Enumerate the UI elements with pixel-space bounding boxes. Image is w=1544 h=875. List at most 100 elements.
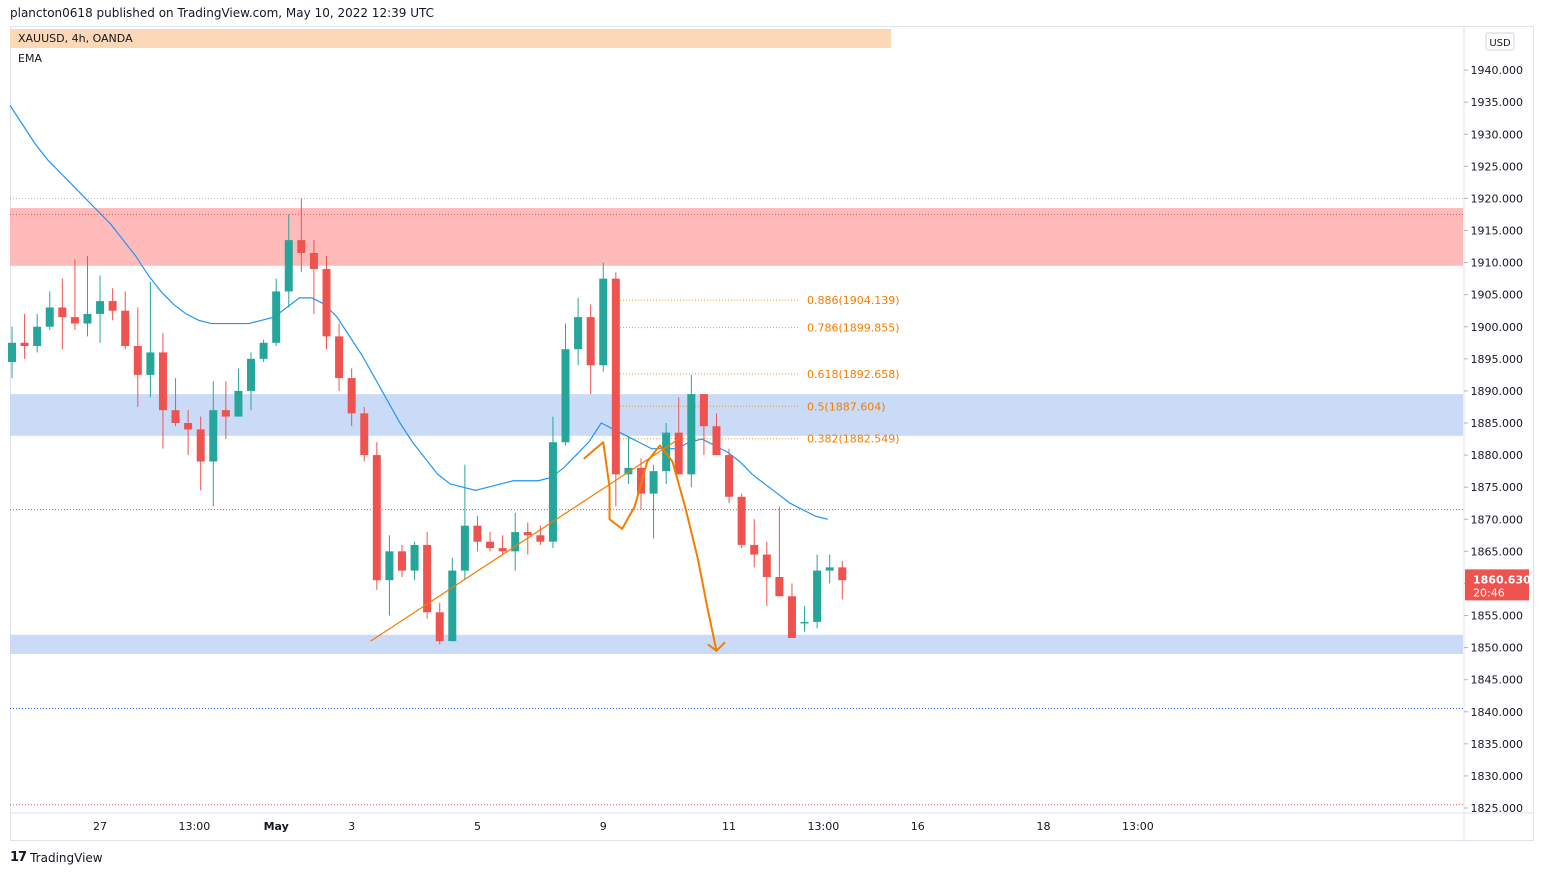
tradingview-logo-icon: 17 bbox=[10, 850, 27, 865]
candle bbox=[209, 381, 218, 507]
candle-body bbox=[33, 326, 42, 346]
candle-body bbox=[775, 577, 784, 597]
candle-body bbox=[335, 336, 344, 379]
candle-body bbox=[674, 432, 683, 475]
candle-body bbox=[372, 455, 381, 581]
candle-body bbox=[561, 349, 570, 443]
candle bbox=[687, 374, 696, 488]
zones-layer bbox=[10, 208, 1463, 654]
time-tick-label: May bbox=[264, 820, 289, 833]
candle-body bbox=[146, 352, 155, 375]
candle bbox=[360, 406, 369, 462]
candle bbox=[775, 506, 784, 597]
candle bbox=[838, 560, 847, 600]
candle-body bbox=[121, 310, 130, 346]
candle-body bbox=[322, 269, 331, 337]
price-axis: 1940.000 1935.000 1930.000 1925.000 1920.000… bbox=[1463, 27, 1531, 840]
candle bbox=[762, 541, 771, 606]
candle-body bbox=[397, 551, 406, 571]
candle bbox=[800, 605, 809, 632]
candle bbox=[750, 519, 759, 568]
candle-body bbox=[435, 612, 444, 642]
brand-label: TradingView bbox=[30, 850, 103, 865]
last-price-box bbox=[1465, 569, 1529, 601]
candle bbox=[96, 275, 105, 343]
candle bbox=[335, 323, 344, 391]
candle-body bbox=[221, 410, 230, 417]
levels-layer bbox=[10, 197, 1463, 806]
time-tick-label: 5 bbox=[474, 820, 481, 833]
candle-body bbox=[410, 544, 419, 571]
candle-body bbox=[272, 291, 281, 343]
candle-body bbox=[347, 378, 356, 414]
price-tick-label: 1865.000 bbox=[1471, 545, 1524, 558]
candle bbox=[498, 535, 507, 555]
price-tick-label: 1900.000 bbox=[1471, 321, 1524, 334]
candle bbox=[259, 339, 268, 363]
symbol-legend[interactable]: XAUUSD, 4h, OANDA bbox=[10, 29, 891, 48]
indicator-label[interactable]: EMA bbox=[18, 52, 42, 65]
candle-body bbox=[599, 278, 608, 366]
price-tick-label: 1825.000 bbox=[1471, 802, 1524, 815]
candle bbox=[674, 397, 683, 475]
fib-layer: 0.886(1904.139) 0.786(1899.855) 0.618(1892… bbox=[620, 294, 900, 446]
candle bbox=[247, 352, 256, 411]
time-tick-label: 3 bbox=[348, 820, 355, 833]
fib-label: 0.5(1887.604) bbox=[807, 400, 886, 413]
price-tick-label: 1935.000 bbox=[1471, 96, 1524, 109]
candle-body bbox=[184, 423, 193, 430]
candle-body bbox=[158, 352, 167, 411]
candle bbox=[284, 214, 293, 308]
candle bbox=[309, 240, 318, 314]
candle-body bbox=[498, 548, 507, 552]
candle-body bbox=[234, 390, 243, 417]
fib-label: 0.886(1904.139) bbox=[807, 294, 900, 307]
candle-body bbox=[750, 544, 759, 555]
time-tick-label: 11 bbox=[722, 820, 736, 833]
candle bbox=[184, 410, 193, 456]
candle-body bbox=[523, 532, 532, 536]
candle bbox=[146, 281, 155, 398]
price-tick-label: 1925.000 bbox=[1471, 160, 1524, 173]
candle bbox=[737, 493, 746, 549]
price-tick-label: 1940.000 bbox=[1471, 64, 1524, 77]
candle bbox=[322, 256, 331, 350]
candle-body bbox=[787, 596, 796, 638]
candle-body bbox=[259, 342, 268, 359]
candle-body bbox=[712, 426, 721, 456]
candle-body bbox=[800, 621, 809, 624]
time-tick-label: 13:00 bbox=[808, 820, 840, 833]
candle-body bbox=[360, 413, 369, 456]
candle bbox=[473, 516, 482, 552]
candle bbox=[725, 448, 734, 504]
candle bbox=[599, 262, 608, 372]
candle-body bbox=[762, 554, 771, 577]
time-tick-label: 9 bbox=[600, 820, 607, 833]
price-tick-label: 1835.000 bbox=[1471, 738, 1524, 751]
candle-body bbox=[284, 240, 293, 292]
candle-body bbox=[687, 394, 696, 475]
fib-label: 0.618(1892.658) bbox=[807, 368, 900, 381]
price-tick-label: 1850.000 bbox=[1471, 642, 1524, 655]
candle-body bbox=[649, 471, 658, 494]
candle bbox=[574, 297, 583, 366]
candle bbox=[511, 512, 520, 571]
candle-body bbox=[813, 570, 822, 622]
candle-body bbox=[838, 567, 847, 581]
candle-body bbox=[45, 307, 54, 327]
price-tick-label: 1845.000 bbox=[1471, 674, 1524, 687]
candle bbox=[435, 602, 444, 645]
candle-body bbox=[473, 525, 482, 542]
candle bbox=[196, 416, 205, 491]
candle-body bbox=[96, 301, 105, 314]
price-tick-label: 1915.000 bbox=[1471, 225, 1524, 238]
countdown-label: 20:46 bbox=[1473, 586, 1505, 599]
footer-brand[interactable]: 17 TradingView bbox=[10, 850, 103, 865]
candle bbox=[297, 198, 306, 273]
candle bbox=[45, 291, 54, 330]
candle bbox=[699, 394, 708, 456]
supply-zone bbox=[10, 208, 1463, 266]
currency-box bbox=[1485, 32, 1515, 51]
candle bbox=[33, 313, 42, 353]
